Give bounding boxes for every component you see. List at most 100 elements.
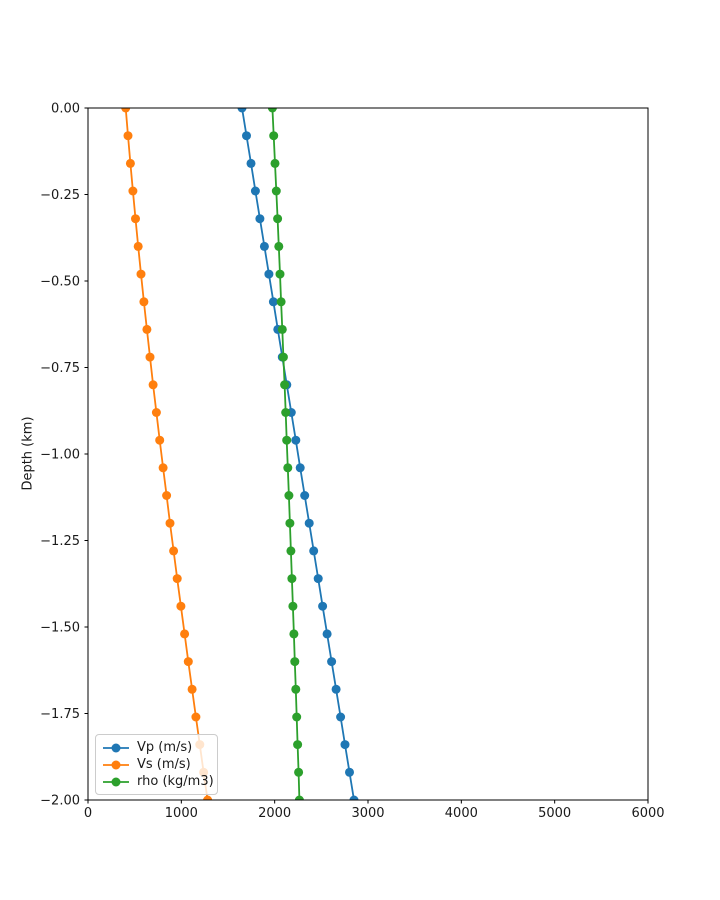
series-line-2: [271, 108, 301, 800]
plot-border: [87, 107, 649, 801]
data-point-marker: [292, 712, 302, 722]
data-point-marker: [331, 684, 341, 694]
data-point-marker: [291, 684, 301, 694]
data-point-marker: [280, 380, 290, 390]
x-tick-label: 6000: [631, 806, 664, 821]
legend-item-vs: Vs (m/s): [102, 756, 211, 773]
data-point-marker: [176, 601, 186, 611]
data-point-marker: [125, 158, 135, 168]
data-point-marker: [250, 186, 260, 196]
y-axis-label: Depth (km): [20, 416, 36, 491]
y-tick-label: −1.75: [40, 707, 80, 722]
data-point-marker: [255, 214, 265, 224]
data-point-marker: [293, 740, 303, 750]
data-point-marker: [313, 574, 323, 584]
y-tick-label: −1.25: [40, 534, 80, 549]
data-point-marker: [340, 740, 350, 750]
y-tick-label: −0.25: [40, 188, 80, 203]
x-tick-label: 3000: [351, 806, 384, 821]
data-point-marker: [162, 491, 172, 500]
legend-label-vp: Vp (m/s): [137, 740, 193, 755]
data-point-marker: [136, 269, 146, 279]
data-point-marker: [300, 491, 310, 500]
x-tick-label: 2000: [258, 806, 291, 821]
data-point-marker: [283, 463, 293, 473]
y-tick-label: −0.75: [40, 361, 80, 376]
x-tick-label: 4000: [445, 806, 478, 821]
data-point-marker: [165, 518, 175, 528]
data-point-marker: [259, 241, 269, 251]
data-point-marker: [128, 186, 138, 196]
data-point-marker: [295, 463, 305, 473]
data-point-marker: [336, 712, 346, 722]
data-point-marker: [270, 158, 280, 168]
legend-item-vp: Vp (m/s): [102, 739, 211, 756]
data-point-marker: [158, 463, 168, 473]
series-2: [267, 108, 304, 800]
data-point-marker: [237, 108, 247, 113]
x-tick-label: 5000: [538, 806, 571, 821]
data-point-marker: [289, 629, 299, 639]
data-point-marker: [148, 380, 158, 390]
data-point-marker: [203, 795, 213, 800]
series-1: [121, 108, 213, 800]
legend-label-rho: rho (kg/m3): [137, 774, 214, 789]
data-point-marker: [169, 546, 179, 556]
data-point-marker: [349, 795, 359, 800]
data-point-marker: [180, 629, 190, 639]
data-point-marker: [294, 767, 304, 777]
x-tick-label: 0: [84, 806, 92, 821]
data-point-marker: [191, 712, 201, 722]
y-tick-label: 0.00: [51, 102, 80, 117]
series-line-1: [124, 108, 209, 800]
data-point-marker: [322, 629, 332, 639]
data-point-marker: [345, 767, 354, 777]
data-point-marker: [291, 435, 301, 445]
data-point-marker: [242, 131, 251, 141]
data-point-marker: [172, 574, 182, 584]
data-point-marker: [267, 108, 277, 113]
data-point-marker: [271, 186, 281, 196]
data-point-marker: [318, 601, 328, 611]
data-point-marker: [276, 297, 286, 307]
data-point-marker: [284, 491, 294, 500]
data-point-marker: [155, 435, 165, 445]
data-point-marker: [285, 518, 295, 528]
legend-line-marker-sample-rho: [103, 777, 129, 786]
data-point-marker: [275, 269, 285, 279]
data-point-marker: [290, 657, 300, 667]
data-point-marker: [183, 657, 193, 667]
data-point-marker: [264, 269, 274, 279]
data-point-marker: [273, 214, 283, 224]
data-point-marker: [282, 435, 292, 445]
data-point-marker: [133, 241, 143, 251]
data-point-marker: [139, 297, 149, 307]
y-tick-label: −2.00: [40, 794, 80, 809]
data-point-marker: [121, 108, 131, 113]
data-point-marker: [142, 324, 152, 334]
y-tick-label: −0.50: [40, 275, 80, 290]
data-point-marker: [327, 657, 337, 667]
y-tick-label: −1.00: [40, 448, 80, 463]
legend-label-vs: Vs (m/s): [137, 757, 191, 772]
data-point-marker: [281, 408, 291, 417]
data-point-marker: [286, 546, 296, 556]
y-tick-label: −1.50: [40, 621, 80, 636]
x-tick-label: 1000: [165, 806, 198, 821]
data-point-marker: [123, 131, 133, 141]
data-point-marker: [131, 214, 140, 224]
data-point-marker: [278, 352, 288, 362]
data-point-marker: [288, 601, 298, 611]
data-point-marker: [277, 324, 287, 334]
series-line-0: [241, 108, 355, 800]
legend-line-marker-sample-vp: [103, 743, 129, 752]
data-point-marker: [246, 158, 256, 168]
data-point-marker: [145, 352, 155, 362]
legend-line-marker-sample-vs: [103, 760, 129, 769]
data-point-marker: [287, 574, 297, 584]
data-point-marker: [304, 518, 314, 528]
data-point-marker: [269, 131, 279, 141]
legend-item-rho: rho (kg/m3): [102, 773, 214, 790]
